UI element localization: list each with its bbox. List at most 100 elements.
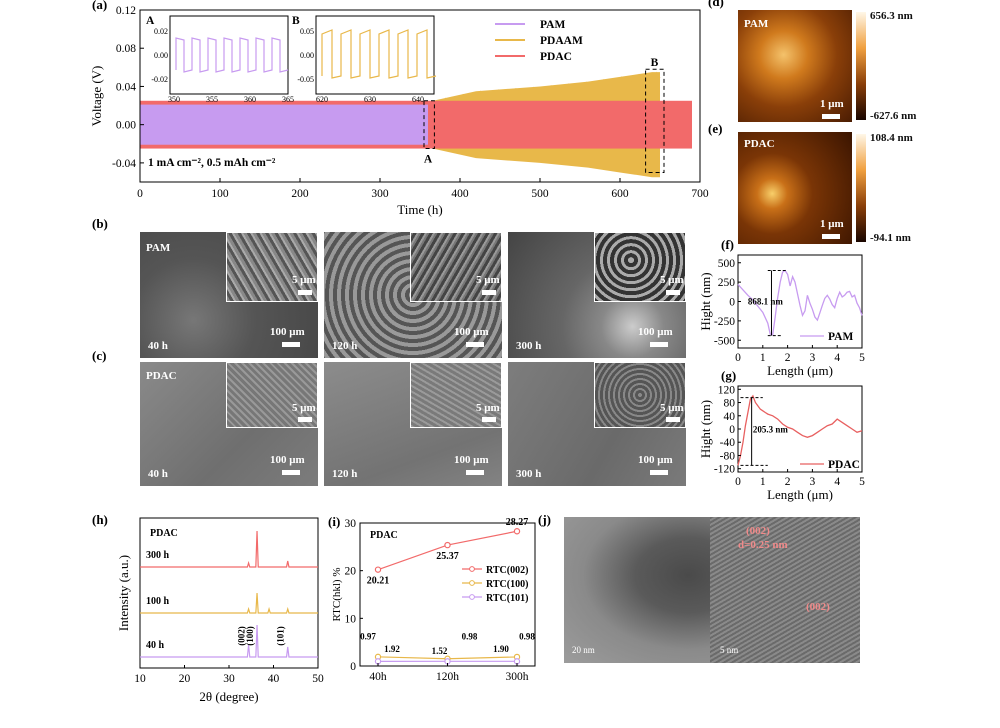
sem-scale-small: 5 μm [476,402,500,414]
plot-frame-h [139,517,319,669]
x-tick-label-f: 1 [760,352,766,364]
afm-sample-label: PAM [744,18,769,30]
sem-scale-large: 100 μm [638,454,673,466]
x-axis-label-g: Length (μm) [767,487,833,502]
legend-label-g: PDAC [828,459,860,471]
rtc-point [444,541,451,549]
y-tick-label-f: 0 [729,297,735,309]
y-tick-label-f: 500 [718,258,736,270]
x-tick-label-g: 5 [859,476,865,488]
rtc-sample-label: PDAC [370,530,398,541]
rtc-value-label: 0.98 [519,631,535,641]
inset-b-y-tick: 0.00 [300,51,314,60]
xrd-pattern-2 [140,624,318,658]
legend-marker-i [469,594,475,600]
sem-scale-small: 5 μm [292,274,316,286]
panel-label-b: (b) [92,216,108,231]
sem-scale-large: 100 μm [454,454,489,466]
afm-colorbar-min: -94.1 nm [870,232,911,244]
panel-label-f: (f) [721,237,734,252]
plot-frame-a [139,9,701,183]
panel-label-a: (a) [92,0,107,12]
x-tick-label-a: 700 [691,188,709,200]
sem-scale-bar-large [282,342,300,347]
sem-time-label: 40 h [148,340,168,352]
sem-scale-bar-small [298,290,312,295]
tem-annotation: (002) [746,525,770,537]
inset-a-label: A [146,15,155,27]
condition-label: 1 mA cm⁻², 0.5 mAh cm⁻² [148,157,276,169]
y-tick-label-i: 10 [345,613,357,625]
y-tick-label-i: 20 [345,566,357,578]
x-tick-label-a: 300 [371,188,389,200]
sem-time-label: 120 h [332,468,358,480]
sem-scale-bar-large [650,470,668,475]
panel-label-h: (h) [92,512,108,527]
panel-label-i: (i) [328,514,340,529]
inset-a-y-tick: -0.02 [151,75,168,84]
rtc-value-label: 1.90 [493,644,509,654]
inset-b-frame [315,15,435,95]
x-tick-label-g: 1 [760,476,766,488]
x-tick-label-h: 20 [179,673,191,685]
xrd-sample-label: PDAC [150,528,178,539]
sem-image-pam-40h: PAM 40 h 5 μm 100 μm [140,232,318,358]
inset-a-y-tick: 0.00 [154,51,168,60]
y-tick-label-g: 40 [724,411,736,423]
sem-scale-bar-small [482,417,496,422]
y-tick-label-a: 0.08 [116,43,136,55]
inset-b-x-tick: 620 [316,95,328,104]
inset-a-x-tick: 365 [282,95,294,104]
sem-scale-small: 5 μm [292,402,316,414]
sem-time-label: 300 h [516,340,542,352]
series-pdaam-line [427,71,661,106]
inset-b-y-tick: 0.05 [300,27,314,36]
x-axis-label-a: Time (h) [397,202,442,217]
zoom-box-a [423,100,435,150]
x-tick-label-f: 0 [735,352,741,364]
legend-label-f: PAM [828,331,853,343]
xrd-time-label: 300 h [146,550,170,561]
y-tick-label-i: 30 [345,518,357,530]
afm-scale-label: 1 μm [820,98,844,110]
afm-sample-label: PDAC [744,138,775,150]
sem-scale-large: 100 μm [454,326,489,338]
sem-time-label: 300 h [516,468,542,480]
afm-scale-bar [822,114,840,119]
afm-colorbar-pdac [856,134,866,242]
sem-sample-label: PAM [146,242,171,254]
sem-scale-bar-small [666,417,680,422]
inset-a-y-tick: 0.02 [154,27,168,36]
tem-scale-label: 5 nm [720,645,739,655]
sem-scale-bar-small [666,290,680,295]
sem-scale-large: 100 μm [270,326,305,338]
profile-line-g [737,394,863,466]
x-tick-label-g: 0 [735,476,741,488]
rtc-value-label: 25.37 [436,551,459,562]
y-axis-label-h: Intensity (a.u.) [116,555,131,631]
afm-colorbar-max: 108.4 nm [870,132,913,144]
sem-scale-bar-small [482,290,496,295]
xrd-time-label: 100 h [146,596,170,607]
x-tick-label-a: 100 [211,188,229,200]
sem-scale-bar-large [466,470,484,475]
legend-marker-i [469,580,475,586]
afm-image-pdac: PDAC 1 μm [738,132,852,244]
sem-image-pam-300h: 300 h 5 μm 100 μm [508,232,686,358]
xrd-pattern-1 [140,592,318,614]
y-tick-label-a: 0.00 [116,120,136,132]
legend-label-a: PDAC [540,51,572,63]
rtc-point [374,566,382,573]
x-tick-label-h: 50 [312,673,324,685]
series-pam-band [140,104,428,145]
xrd-time-label: 40 h [146,640,165,651]
afm-colorbar-pam [856,12,866,120]
sem-scale-large: 100 μm [638,326,673,338]
x-tick-label-h: 30 [223,673,235,685]
tem-image-overview: 20 nm [564,517,710,663]
y-tick-label-a: 0.04 [116,81,136,93]
inset-a-x-tick: 350 [168,95,180,104]
afm-colorbar-max: 656.3 nm [870,10,913,22]
inset-a-frame [169,15,289,95]
